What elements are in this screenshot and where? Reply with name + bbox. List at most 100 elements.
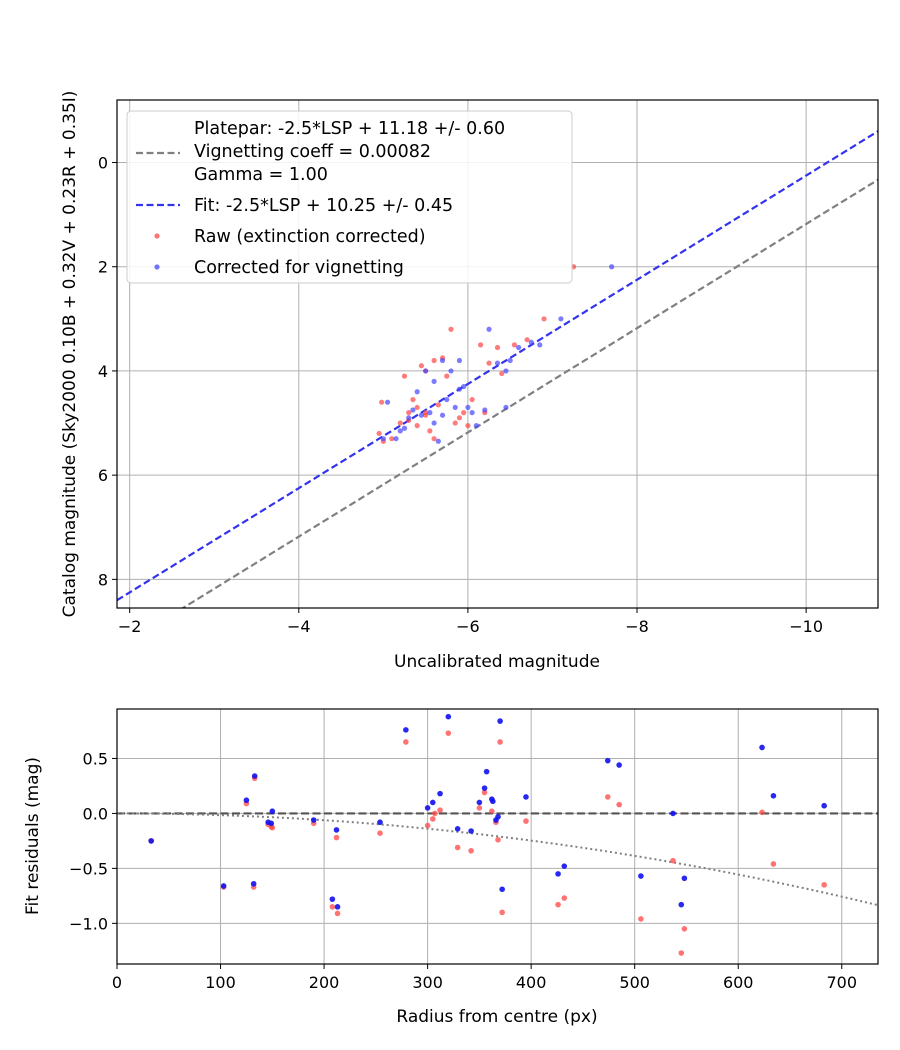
- raw-point: [494, 344, 501, 351]
- residual-corrected-point: [561, 863, 568, 869]
- residual-raw-point: [616, 801, 622, 808]
- raw-point: [499, 370, 505, 377]
- raw-point: [461, 410, 467, 416]
- residual-corrected-point: [670, 810, 676, 817]
- legend-raw-marker: [154, 233, 160, 239]
- corrected-point: [439, 357, 446, 364]
- platepar-line: [180, 178, 878, 608]
- raw-point: [469, 396, 475, 403]
- bottom-x-tick-label: 700: [826, 973, 857, 992]
- raw-point: [418, 363, 424, 369]
- bottom-points: [148, 713, 827, 956]
- residual-raw-point: [454, 844, 461, 851]
- top-x-axis-label: Uncalibrated magnitude: [394, 652, 600, 672]
- legend-corrected-text: Corrected for vignetting: [194, 258, 404, 278]
- residual-corrected-point: [555, 871, 561, 877]
- raw-point: [401, 373, 408, 379]
- corrected-point: [406, 415, 412, 421]
- bottom-x-tick-label: 600: [723, 973, 754, 992]
- legend-platepar-text-2: Vignetting coeff = 0.00082: [194, 142, 431, 162]
- corrected-point: [528, 339, 534, 345]
- residual-corrected-point: [821, 802, 827, 809]
- raw-point: [397, 420, 403, 426]
- raw-point: [376, 430, 382, 437]
- corrected-point: [482, 407, 488, 413]
- residual-corrected-point: [243, 797, 250, 804]
- corrected-point: [503, 404, 509, 411]
- residual-raw-point: [523, 818, 529, 824]
- residual-corrected-point: [468, 828, 474, 834]
- corrected-point: [431, 378, 437, 384]
- residual-corrected-point: [499, 886, 505, 893]
- corrected-point: [397, 428, 403, 434]
- residual-corrected-point: [497, 718, 503, 724]
- residual-raw-point: [334, 910, 341, 917]
- residual-raw-point: [561, 895, 568, 901]
- corrected-point: [435, 438, 441, 444]
- residual-raw-point: [481, 789, 488, 796]
- residual-raw-point: [333, 834, 340, 841]
- residual-raw-point: [432, 810, 438, 817]
- residual-corrected-point: [445, 713, 452, 720]
- corrected-point: [414, 389, 420, 395]
- corrected-point: [465, 404, 471, 411]
- residual-raw-point: [499, 909, 505, 916]
- residual-raw-point: [468, 847, 474, 854]
- bottom-plot-frame: [116, 708, 879, 965]
- top-x-tick-label: −10: [789, 617, 823, 636]
- residual-corrected-point: [403, 727, 409, 733]
- top-plot-frame: [116, 99, 879, 609]
- raw-point: [486, 360, 492, 366]
- corrected-point: [507, 357, 513, 364]
- corrected-point: [427, 410, 433, 416]
- top-y-tick-label: 0: [98, 154, 108, 173]
- raw-point: [431, 357, 437, 364]
- corrected-point: [431, 420, 437, 426]
- residual-corrected-point: [759, 744, 765, 751]
- bottom-x-tick-label: 200: [309, 973, 340, 992]
- residual-raw-point: [424, 822, 431, 829]
- corrected-point: [494, 360, 501, 366]
- raw-point: [427, 428, 433, 434]
- residual-raw-point: [497, 739, 503, 745]
- corrected-point: [456, 357, 463, 364]
- corrected-point: [516, 344, 522, 351]
- corrected-point: [444, 396, 450, 403]
- residual-raw-point: [476, 805, 483, 811]
- corrected-point: [473, 423, 479, 429]
- residual-corrected-point: [681, 875, 688, 882]
- top-y-tick-label: 8: [98, 570, 108, 589]
- raw-point: [431, 436, 437, 442]
- residual-corrected-point: [437, 790, 443, 797]
- bottom-x-axis-label: Radius from centre (px): [396, 1007, 597, 1027]
- residual-raw-point: [429, 816, 436, 822]
- bottom-y-tick-label: −0.5: [69, 859, 108, 878]
- residual-corrected-point: [424, 805, 431, 811]
- residual-corrected-point: [770, 793, 777, 799]
- legend-fit-text: Fit: -2.5*LSP + 10.25 +/- 0.45: [194, 196, 453, 216]
- corrected-point: [448, 368, 454, 374]
- residual-corrected-point: [310, 817, 317, 823]
- raw-point: [456, 415, 463, 421]
- top-x-tick-label: −8: [625, 617, 649, 636]
- top-x-tick-label: −6: [456, 617, 480, 636]
- residual-corrected-point: [334, 904, 341, 910]
- raw-point: [423, 412, 429, 418]
- residual-corrected-point: [490, 798, 496, 805]
- fit-line: [117, 130, 878, 602]
- residual-corrected-point: [250, 880, 257, 887]
- bottom-y-tick-label: 0.5: [83, 749, 108, 768]
- residual-corrected-point: [220, 883, 227, 889]
- vignetting-model-curve: [117, 812, 878, 907]
- legend-corrected-marker: [154, 264, 160, 270]
- raw-point: [541, 316, 547, 322]
- residual-corrected-point: [483, 768, 490, 775]
- top-points: [376, 264, 615, 444]
- residual-raw-point: [821, 882, 827, 888]
- raw-point: [410, 396, 416, 403]
- corrected-point: [393, 436, 399, 442]
- corrected-point: [537, 342, 543, 348]
- residual-corrected-point: [429, 799, 436, 806]
